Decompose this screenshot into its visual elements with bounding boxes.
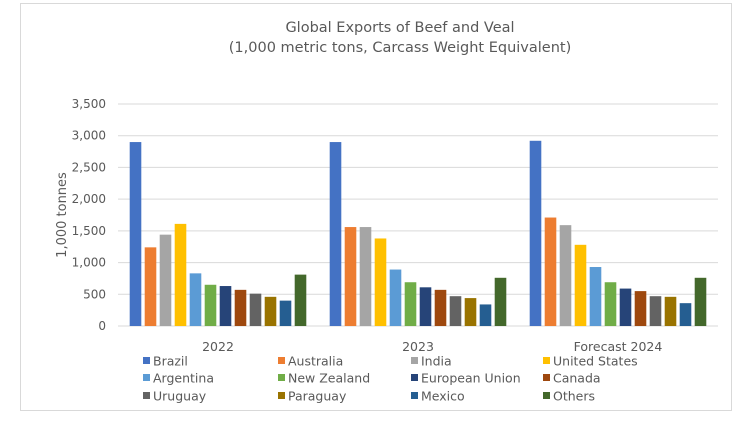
bar-others (694, 277, 707, 326)
bar-united-states (174, 223, 187, 326)
y-tick-label: 3,500 (72, 97, 106, 111)
bar-uruguay (249, 293, 262, 326)
legend-swatch (543, 374, 550, 381)
legend-label: Brazil (153, 354, 188, 369)
bar-argentina (389, 269, 402, 326)
bar-argentina (189, 273, 202, 326)
legend-swatch (411, 374, 418, 381)
legend-label: European Union (421, 371, 521, 386)
bar-european-union (619, 288, 632, 326)
chart-title-line1: Global Exports of Beef and Veal (285, 20, 514, 36)
y-tick-label: 2,000 (72, 192, 106, 206)
bar-united-states (574, 244, 587, 326)
legend-label: Australia (288, 354, 343, 369)
chart-frame (20, 3, 732, 411)
legend-label: New Zealand (288, 371, 370, 386)
bar-paraguay (464, 298, 477, 326)
y-tick-label: 500 (83, 287, 106, 301)
legend-label: Paraguay (288, 389, 347, 404)
bar-india (359, 227, 372, 326)
bar-european-union (219, 286, 232, 326)
bar-brazil (329, 142, 342, 326)
bar-uruguay (649, 296, 662, 326)
bar-new-zealand (604, 282, 617, 326)
legend-swatch (278, 392, 285, 399)
bar-new-zealand (404, 282, 417, 326)
bar-canada (634, 291, 647, 326)
y-tick-label: 3,000 (72, 129, 106, 143)
bar-mexico (279, 300, 292, 326)
bar-india (159, 234, 172, 326)
legend-swatch (543, 357, 550, 364)
bar-others (494, 277, 507, 326)
legend-swatch (543, 392, 550, 399)
y-axis-label: 1,000 tonnes (55, 172, 70, 258)
bar-paraguay (264, 296, 277, 326)
bar-canada (234, 289, 247, 326)
legend-label: Mexico (421, 389, 465, 404)
x-category-label: Forecast 2024 (574, 339, 663, 354)
x-category-label: 2022 (202, 339, 234, 354)
legend-label: Canada (553, 371, 601, 386)
legend-swatch (143, 392, 150, 399)
bar-paraguay (664, 296, 677, 326)
bar-australia (144, 247, 157, 326)
legend-swatch (278, 374, 285, 381)
legend-label: Others (553, 389, 595, 404)
bar-brazil (129, 142, 142, 326)
bar-others (294, 274, 307, 326)
bar-european-union (419, 287, 432, 326)
bar-united-states (374, 238, 387, 326)
bar-australia (344, 227, 357, 326)
bar-brazil (529, 140, 542, 326)
legend-label: India (421, 354, 452, 369)
bar-mexico (679, 303, 692, 326)
bar-new-zealand (204, 284, 217, 326)
bar-australia (544, 217, 557, 326)
legend-swatch (411, 357, 418, 364)
bar-argentina (589, 267, 602, 326)
legend-swatch (278, 357, 285, 364)
legend-swatch (143, 357, 150, 364)
legend-label: Argentina (153, 371, 214, 386)
bar-india (559, 225, 572, 326)
legend-swatch (411, 392, 418, 399)
chart-title-line2: (1,000 metric tons, Carcass Weight Equiv… (229, 40, 572, 56)
x-category-label: 2023 (402, 339, 434, 354)
bar-uruguay (449, 296, 462, 326)
legend-label: United States (553, 354, 638, 369)
y-tick-label: 0 (98, 319, 106, 333)
y-tick-label: 1,000 (72, 256, 106, 270)
bar-canada (434, 289, 447, 326)
y-tick-label: 1,500 (72, 224, 106, 238)
y-tick-label: 2,500 (72, 160, 106, 174)
legend-label: Uruguay (153, 389, 207, 404)
legend-swatch (143, 374, 150, 381)
bar-mexico (479, 304, 492, 326)
